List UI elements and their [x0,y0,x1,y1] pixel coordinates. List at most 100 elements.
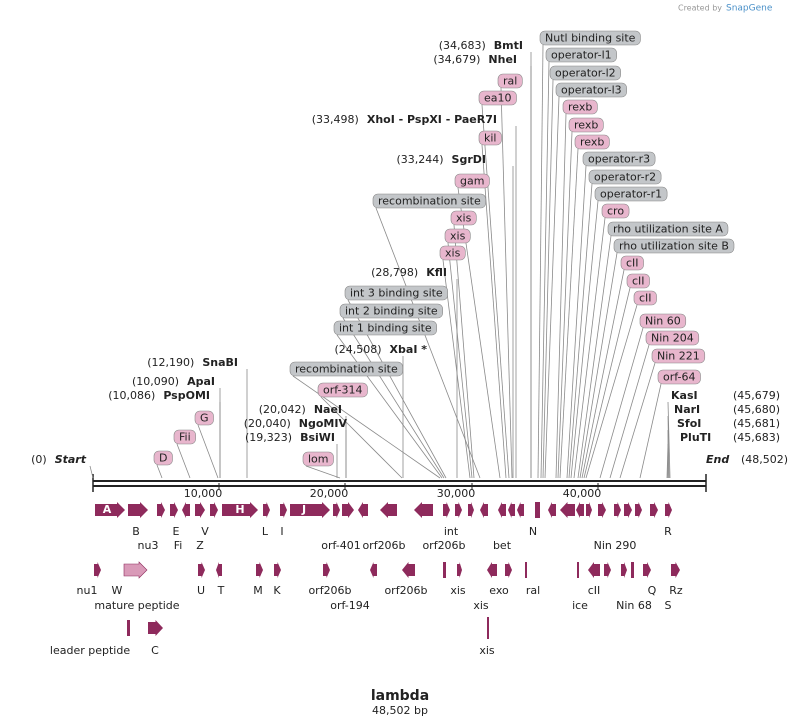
feature-name: nu1 [77,584,98,597]
enzyme-position: (45,680) [733,403,780,416]
feature-label: int 1 binding site [333,320,443,479]
leader-line [570,200,599,479]
gene-arrow [148,620,163,636]
label-box [620,255,644,271]
label-box [633,290,657,306]
label-box [545,47,617,63]
enzyme-name: ApaI [187,375,215,388]
leader-line [481,104,510,479]
label-box [613,238,735,254]
feature-label: cII [581,255,644,479]
label-text: int 3 binding site [350,287,443,300]
label-text: Nin 204 [651,332,694,345]
feature-label: xis [444,228,473,479]
start-position: (0) [31,453,47,466]
feature-label: operator-l2 [542,65,621,479]
feature-label: Nin 204 [609,330,700,479]
leader-line [599,327,644,479]
leader-line [375,207,481,479]
label-box [450,210,477,226]
leader-line [579,252,618,479]
leader-line [481,144,507,479]
enzyme-position: (10,090) [132,375,179,388]
label-box [439,245,466,261]
enzyme-name: NheI [488,53,517,66]
feature-label: xis [439,245,471,479]
gene-arrow [525,562,527,578]
label-box [194,410,214,426]
label-box [601,203,630,219]
gene-arrow [487,617,489,639]
enzyme-name: SgrDI [452,153,486,166]
gene-arrow [480,502,488,518]
gene-arrow [498,502,506,518]
label-text: int 2 binding site [345,305,438,318]
gene-arrow [576,502,584,518]
gene-arrow [487,562,497,578]
gene-arrow [604,562,611,578]
feature-label: recombination site [372,193,487,479]
enzyme-line [667,415,670,479]
leader-line [342,317,445,479]
leader-line [500,87,513,479]
label-box [588,169,662,185]
feature-name: C [151,644,159,657]
leader-line [557,131,573,479]
gene-arrow [222,502,258,518]
feature-label: operator-l3 [544,82,627,479]
enzyme-name: KasI [671,389,698,402]
gene-arrow [650,502,658,518]
feature-label: Nin 60 [599,313,687,479]
enzyme-name: KflI [426,266,447,279]
label-box [582,151,656,167]
label-text: rexb [574,119,598,132]
gene-arrow [370,562,377,578]
gene-arrow [577,562,579,578]
feature-name: K [273,584,281,597]
gene-arrow [128,502,148,518]
leader-line [320,396,403,479]
leader-line [577,235,612,479]
feature-label: lom [302,451,341,479]
label-box [555,82,627,98]
feature-label: rexb [555,99,598,479]
enzyme-position: (28,798) [371,266,418,279]
gene-arrow [402,562,415,578]
feature-label: operator-r3 [566,151,656,479]
feature-name: xis [450,584,466,597]
label-box [645,330,700,346]
label-box [497,73,523,89]
label-box [568,117,604,133]
label-text: Nin 221 [657,350,700,363]
label-text: rexb [580,136,604,149]
gene-arrow [290,502,330,518]
feature-name: B [132,525,140,538]
enzyme-position: (34,683) [439,39,486,52]
feature-name: orf206b [384,584,427,597]
leader-line [559,148,579,479]
leader-line [305,465,341,479]
label-text: Fii [179,431,191,444]
enzyme-position: (20,042) [259,403,306,416]
enzyme-line [666,443,669,479]
enzyme-position: (12,190) [147,356,194,369]
feature-name: orf-194 [330,599,370,612]
feature-name: Z [196,539,204,552]
feature-name: Rz [669,584,683,597]
feature-label: G [194,410,219,479]
enzyme-position: (45,681) [733,417,780,430]
label-text: operator-l3 [561,84,622,97]
enzyme-position: (34,679) [433,53,480,66]
label-box [574,134,610,150]
label-box [454,173,490,189]
credit: Created by [678,4,722,13]
enzyme-position: (24,508) [334,343,381,356]
feature-name: bet [493,539,512,552]
enzyme-position: (20,040) [244,417,291,430]
feature-label: operator-l1 [540,47,617,479]
gene-arrow [586,502,592,518]
gene-arrow [457,562,462,578]
feature-label: cro [573,203,630,479]
gene-arrow [643,562,651,578]
